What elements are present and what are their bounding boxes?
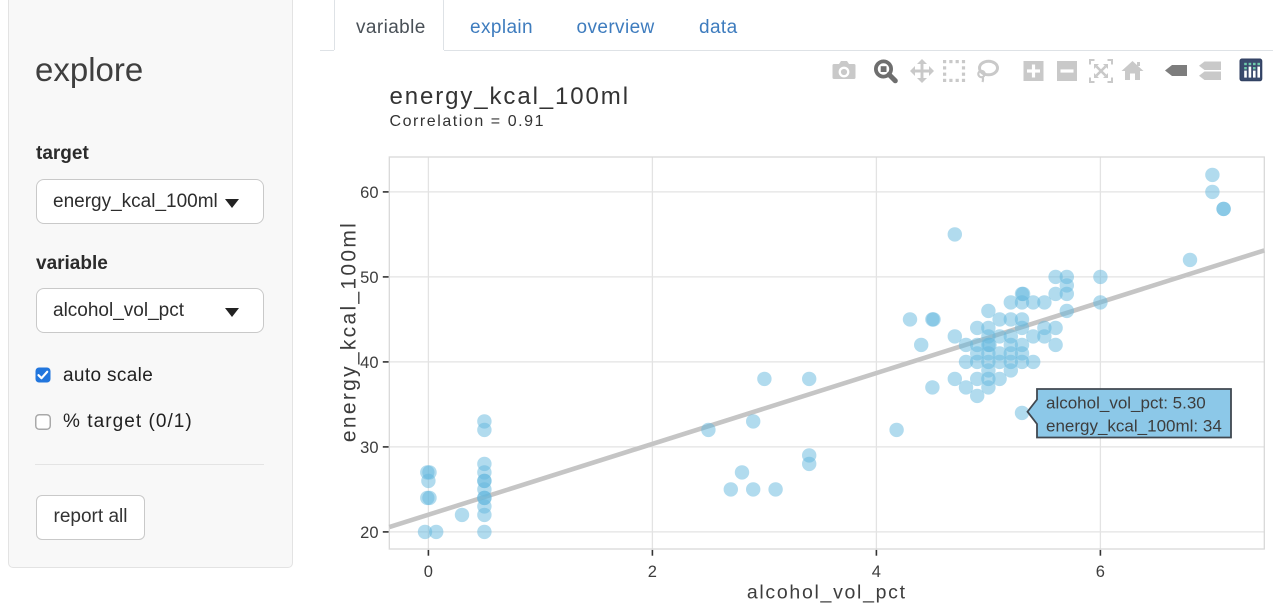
svg-text:energy_kcal_100ml: 34: energy_kcal_100ml: 34	[1046, 417, 1222, 436]
svg-text:6: 6	[1096, 563, 1105, 581]
svg-text:2: 2	[648, 563, 657, 581]
svg-text:30: 30	[360, 439, 378, 457]
svg-text:energy_kcal_100ml: energy_kcal_100ml	[390, 83, 630, 110]
svg-text:20: 20	[360, 524, 378, 542]
svg-text:alcohol_vol_pct: alcohol_vol_pct	[747, 582, 907, 604]
svg-text:40: 40	[360, 354, 378, 372]
svg-text:alcohol_vol_pct: 5.30: alcohol_vol_pct: 5.30	[1046, 394, 1206, 413]
svg-text:4: 4	[872, 563, 881, 581]
svg-text:50: 50	[360, 269, 378, 287]
svg-text:Correlation = 0.91: Correlation = 0.91	[390, 113, 546, 130]
svg-text:60: 60	[360, 184, 378, 202]
svg-text:0: 0	[424, 563, 433, 581]
svg-text:energy_kcal_100ml: energy_kcal_100ml	[338, 221, 361, 442]
